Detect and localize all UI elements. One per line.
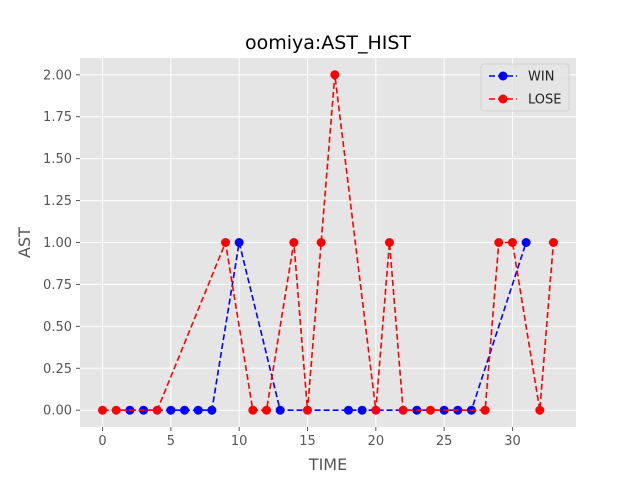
- data-point-win: [275, 405, 285, 415]
- y-axis-label: AST: [15, 227, 34, 258]
- y-tick-label: 1.25: [43, 194, 72, 209]
- y-tick-label: 0.75: [43, 278, 72, 293]
- x-tick-label: 20: [368, 434, 385, 449]
- legend: WIN LOSE: [480, 63, 570, 112]
- axis-ticks: 0 5 10 15 20 25 30 0.00 0.25 0.50 0.75 1.00 1.25 1.50…: [43, 68, 521, 449]
- data-point-lose: [398, 405, 408, 415]
- data-point-lose: [316, 238, 326, 247]
- x-axis-label: TIME: [308, 455, 347, 474]
- data-point-win: [234, 238, 244, 247]
- data-point-lose: [221, 238, 231, 247]
- data-point-lose: [548, 238, 558, 247]
- data-point-lose: [330, 70, 340, 80]
- data-point-lose: [480, 405, 490, 415]
- data-point-win: [521, 238, 531, 247]
- y-tick-label: 2.00: [43, 68, 72, 83]
- data-point-lose: [507, 238, 517, 247]
- data-point-lose: [289, 238, 299, 247]
- y-tick-label: 0.50: [43, 320, 72, 335]
- data-point-win: [207, 405, 217, 415]
- x-tick-label: 5: [167, 434, 175, 449]
- y-tick-label: 0.25: [43, 362, 72, 377]
- x-tick-label: 0: [98, 434, 106, 449]
- data-point-lose: [535, 405, 545, 415]
- data-point-lose: [384, 238, 394, 247]
- series-layer: [98, 70, 558, 415]
- series-lose: [98, 70, 558, 415]
- legend-label-lose: LOSE: [528, 93, 561, 108]
- legend-marker-win: [498, 71, 508, 81]
- x-tick-label: 15: [299, 434, 316, 449]
- data-point-lose: [262, 405, 272, 415]
- data-point-lose: [111, 405, 121, 415]
- x-tick-label: 30: [504, 434, 521, 449]
- x-tick-label: 25: [436, 434, 453, 449]
- y-tick-label: 0.00: [43, 404, 72, 419]
- data-point-lose: [425, 405, 435, 415]
- data-point-lose: [494, 238, 504, 247]
- data-point-lose: [98, 405, 108, 415]
- chart-title: oomiya:AST_HIST: [245, 32, 411, 54]
- y-tick-label: 1.75: [43, 110, 72, 125]
- data-point-win: [180, 405, 190, 415]
- data-point-win: [193, 405, 203, 415]
- data-point-win: [357, 405, 367, 415]
- legend-label-win: WIN: [528, 70, 554, 85]
- data-point-lose: [248, 405, 258, 415]
- x-tick-label: 10: [231, 434, 248, 449]
- data-point-lose: [303, 405, 313, 415]
- data-point-lose: [371, 405, 381, 415]
- data-point-win: [166, 405, 176, 415]
- y-tick-label: 1.50: [43, 152, 72, 167]
- data-point-win: [343, 405, 353, 415]
- data-point-lose: [152, 405, 162, 415]
- y-tick-label: 1.00: [43, 236, 72, 251]
- legend-marker-lose: [498, 94, 508, 104]
